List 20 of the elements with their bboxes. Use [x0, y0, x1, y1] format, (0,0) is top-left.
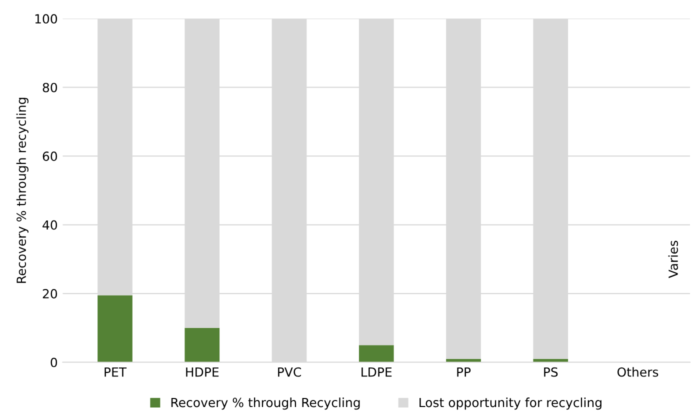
y-tick-label: 0 [50, 358, 58, 368]
annotation: Varies [668, 240, 678, 278]
bar [98, 295, 132, 362]
bar [358, 345, 394, 362]
x-tick-label: PP [457, 367, 471, 377]
y-tick-label: 40 [42, 220, 58, 230]
bar [184, 328, 220, 362]
x-tick-label: Others [617, 367, 658, 377]
x-tick-label: PET [104, 367, 127, 377]
y-tick-label: 80 [42, 82, 58, 92]
x-tick-label: PVC [278, 367, 301, 377]
y-tick-label: 60 [42, 152, 58, 162]
y-tick-label: 100 [35, 14, 58, 24]
x-tick-label: HDPE [186, 367, 219, 377]
legend-label: Recovery % through Recycling [171, 398, 360, 410]
x-tick-label: PS [544, 367, 558, 377]
x-tick-label: LDPE [362, 367, 392, 377]
y-axis-title: Recovery % through recycling [16, 98, 28, 283]
y-tick-label: 20 [42, 289, 58, 298]
legend-label: Lost opportunity for recycling [420, 398, 602, 410]
